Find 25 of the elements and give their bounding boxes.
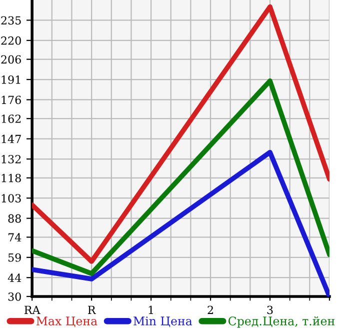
y-tick-label: 220 bbox=[1, 36, 21, 45]
legend-label: Сред.Цена, т.йен bbox=[228, 316, 334, 328]
y-tick-label: 103 bbox=[2, 194, 21, 202]
y-tick-label: 59 bbox=[8, 253, 21, 262]
y-tick-label: 147 bbox=[2, 134, 21, 144]
y-tick-label: 118 bbox=[2, 174, 21, 182]
y-tick-label: 132 bbox=[2, 154, 21, 164]
line-series bbox=[32, 4, 330, 264]
x-tick-label: RA bbox=[24, 306, 40, 314]
x-tick-label: 2 bbox=[208, 306, 213, 314]
y-tick-label: 235 bbox=[1, 16, 21, 25]
line-series bbox=[32, 78, 330, 276]
y-tick-label: 88 bbox=[8, 214, 21, 223]
y-tick-label: 30 bbox=[8, 292, 21, 301]
y-tick-label: 206 bbox=[1, 55, 21, 64]
x-tick-label: 1 bbox=[148, 306, 153, 314]
x-tick-label: 3 bbox=[267, 306, 273, 314]
y-tick-label: 176 bbox=[2, 96, 21, 104]
legend-label: Max Цена bbox=[36, 316, 98, 328]
y-tick-label: 191 bbox=[2, 75, 20, 84]
x-tick-label: R bbox=[88, 306, 96, 314]
y-tick-label: 162 bbox=[2, 114, 21, 123]
legend-label: Min Цена bbox=[134, 316, 192, 328]
y-tick-label: 44 bbox=[8, 274, 22, 282]
y-tick-label: 74 bbox=[8, 233, 22, 242]
